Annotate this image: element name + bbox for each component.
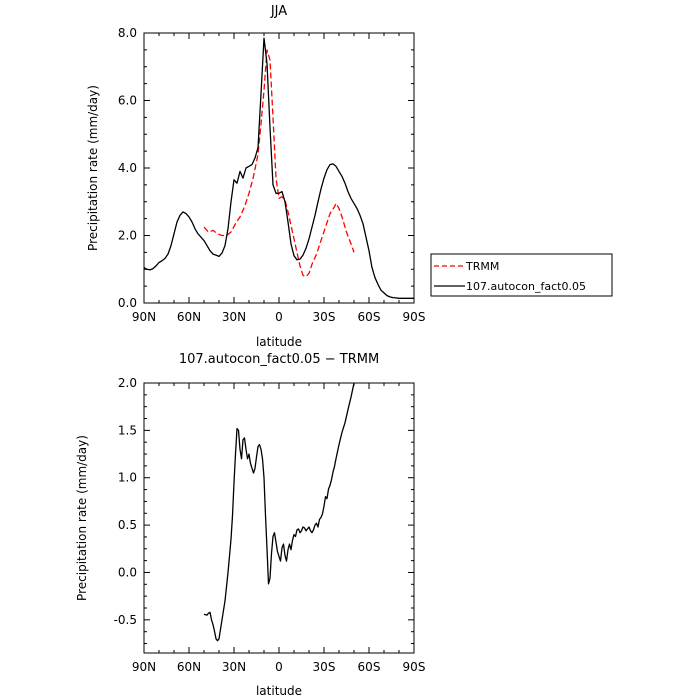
top-series-line-1 [144, 37, 414, 299]
panel-bottom: 107.autocon_fact0.05 − TRMM 90N 60N 30N 0 30… [75, 352, 425, 698]
legend: TRMM 107.autocon_fact0.05 [430, 253, 613, 297]
bottom-frame [143, 382, 415, 654]
legend-label-model: 107.autocon_fact0.05 [466, 280, 586, 293]
top-xtick-label-2: 30N [222, 310, 246, 324]
bottom-ytick-label-2: 0.5 [118, 518, 137, 532]
top-x-axis-label: latitude [256, 335, 302, 349]
top-ytick-label-1: 2.0 [118, 229, 137, 243]
top-series-line-0 [203, 49, 355, 278]
bottom-ytick-label-3: 1.0 [118, 471, 137, 485]
bottom-xtick-label-2: 30N [222, 660, 246, 674]
top-xtick-label-1: 60N [177, 310, 201, 324]
top-ytick-label-3: 6.0 [118, 94, 137, 108]
top-ytick-label-2: 4.0 [118, 161, 137, 175]
bottom-title: 107.autocon_fact0.05 − TRMM [179, 352, 379, 367]
top-xtick-label-4: 30S [313, 310, 336, 324]
bottom-xtick-label-5: 60S [358, 660, 381, 674]
bottom-ytick-label-1: 0.0 [118, 565, 137, 579]
top-xtick-label-6: 90S [403, 310, 426, 324]
panel-top: JJA 90N 60N 30N 0 30S 60S 90S 0.0 2.0 4.0 6.0 8.0 P… [86, 4, 613, 349]
bottom-y-axis-label: Precipitation rate (mm/day) [75, 435, 89, 601]
top-frame [143, 32, 415, 304]
bottom-series-line-0 [203, 383, 355, 642]
bottom-plot-area: 90N 60N 30N 0 30S 60S 90S -0.5 0.0 0.5 1.0 1.5 2.0 [114, 376, 426, 674]
bottom-ytick-label-4: 1.5 [118, 423, 137, 437]
top-y-axis-label: Precipitation rate (mm/day) [86, 85, 100, 251]
bottom-xtick-label-1: 60N [177, 660, 201, 674]
bottom-xtick-label-0: 90N [132, 660, 156, 674]
bottom-xtick-label-6: 90S [403, 660, 426, 674]
top-xtick-label-5: 60S [358, 310, 381, 324]
top-xtick-label-0: 90N [132, 310, 156, 324]
top-title: JJA [270, 4, 287, 19]
legend-label-trmm: TRMM [465, 260, 499, 273]
legend-box [430, 253, 613, 297]
top-ytick-label-4: 8.0 [118, 26, 137, 40]
top-ytick-label-0: 0.0 [118, 296, 137, 310]
bottom-x-axis-label: latitude [256, 684, 302, 698]
bottom-xtick-label-4: 30S [313, 660, 336, 674]
bottom-ytick-label-0: -0.5 [114, 613, 137, 627]
bottom-ytick-label-5: 2.0 [118, 376, 137, 390]
bottom-xtick-label-3: 0 [275, 660, 283, 674]
top-plot-area: 90N 60N 30N 0 30S 60S 90S 0.0 2.0 4.0 6.0 8.0 [118, 26, 426, 324]
top-xtick-label-3: 0 [275, 310, 283, 324]
